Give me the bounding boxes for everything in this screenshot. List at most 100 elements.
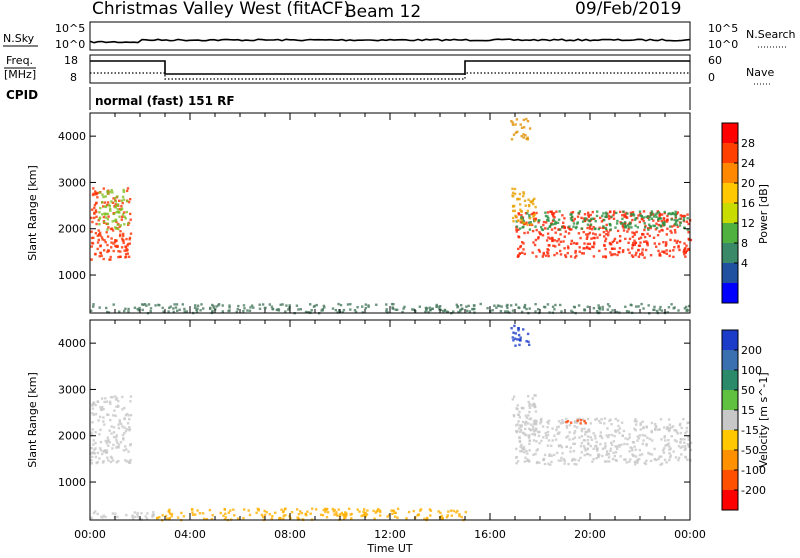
- data-cell: [593, 217, 596, 220]
- data-cell: [93, 448, 96, 451]
- data-cell: [634, 455, 638, 458]
- data-cell: [270, 517, 273, 520]
- data-cell: [677, 246, 680, 249]
- data-cell: [236, 308, 239, 311]
- data-cell: [668, 445, 671, 448]
- data-cell: [90, 516, 93, 520]
- data-cell: [635, 251, 638, 255]
- data-cell: [527, 422, 530, 425]
- data-cell: [121, 195, 125, 199]
- data-cell: [633, 460, 637, 464]
- data-cell: [109, 396, 113, 399]
- data-cell: [546, 227, 550, 230]
- data-cell: [281, 303, 284, 306]
- data-cell: [535, 228, 538, 232]
- data-cell: [533, 197, 536, 200]
- data-cell: [646, 232, 649, 236]
- data-cell: [285, 304, 288, 307]
- data-cell: [562, 458, 566, 461]
- data-cell: [284, 310, 287, 313]
- data-cell: [514, 332, 517, 335]
- data-cell: [634, 241, 638, 245]
- data-cell: [102, 257, 105, 261]
- data-cell: [129, 400, 132, 403]
- data-cell: [630, 254, 634, 257]
- data-cell: [630, 447, 634, 450]
- data-cell: [672, 425, 675, 428]
- data-cell: [393, 511, 396, 514]
- data-cell: [458, 513, 461, 516]
- data-cell: [110, 241, 113, 244]
- data-cell: [523, 199, 527, 202]
- data-cell: [205, 518, 209, 521]
- data-cell: [619, 210, 622, 214]
- data-cell: [112, 249, 115, 253]
- data-cell: [684, 432, 687, 435]
- data-cell: [665, 427, 669, 431]
- data-cell: [618, 427, 622, 430]
- data-cell: [403, 305, 406, 309]
- x-tick-label: 00:00: [674, 528, 706, 541]
- data-cell: [685, 430, 688, 433]
- data-cell: [456, 509, 459, 513]
- data-cell: [547, 462, 550, 465]
- data-cell: [196, 509, 199, 512]
- data-cell: [442, 309, 445, 313]
- data-cell: [652, 219, 655, 222]
- data-cell: [119, 233, 122, 236]
- data-cell: [575, 225, 578, 229]
- data-cell: [161, 514, 164, 517]
- data-cell: [626, 212, 629, 215]
- data-cell: [111, 201, 115, 204]
- data-cell: [580, 451, 583, 454]
- data-cell: [112, 303, 115, 306]
- data-cell: [544, 227, 547, 230]
- data-cell: [645, 242, 649, 245]
- data-cell: [300, 511, 303, 515]
- data-cell: [624, 237, 627, 241]
- sky-right-tick-top: 10^5: [708, 22, 738, 35]
- data-cell: [646, 436, 649, 439]
- data-cell: [115, 461, 118, 464]
- freq-panel-frame: [89, 54, 691, 84]
- data-cell: [539, 225, 543, 229]
- data-cell: [122, 188, 125, 192]
- data-cell: [603, 460, 607, 463]
- data-cell: [537, 308, 540, 311]
- data-cell: [268, 303, 271, 306]
- data-cell: [569, 255, 573, 258]
- data-cell: [407, 510, 411, 514]
- data-cell: [590, 237, 593, 240]
- data-cell: [385, 303, 388, 306]
- data-cell: [531, 229, 535, 233]
- data-cell: [653, 224, 657, 228]
- data-cell: [452, 509, 455, 513]
- data-cell: [154, 304, 157, 307]
- data-cell: [438, 306, 441, 309]
- data-cell: [100, 236, 104, 239]
- data-cell: [127, 460, 131, 463]
- data-cell: [176, 516, 180, 519]
- data-cell: [118, 215, 121, 218]
- data-cell: [663, 426, 666, 429]
- data-cell: [687, 445, 690, 448]
- data-cell: [196, 304, 200, 307]
- y-tick-label: 3000: [58, 383, 86, 396]
- data-cell: [529, 221, 532, 224]
- data-cell: [538, 442, 541, 445]
- data-cell: [528, 406, 532, 409]
- data-cell: [520, 446, 524, 450]
- data-cell: [637, 437, 640, 440]
- data-cell: [125, 249, 128, 252]
- data-cell: [626, 230, 629, 233]
- data-cell: [95, 222, 98, 226]
- data-cell: [540, 417, 543, 421]
- data-cell: [616, 253, 619, 257]
- data-cell: [212, 306, 215, 309]
- data-cell: [655, 215, 658, 218]
- data-cell: [596, 236, 599, 239]
- data-cell: [465, 309, 469, 312]
- data-cell: [531, 425, 535, 428]
- data-cell: [458, 514, 461, 518]
